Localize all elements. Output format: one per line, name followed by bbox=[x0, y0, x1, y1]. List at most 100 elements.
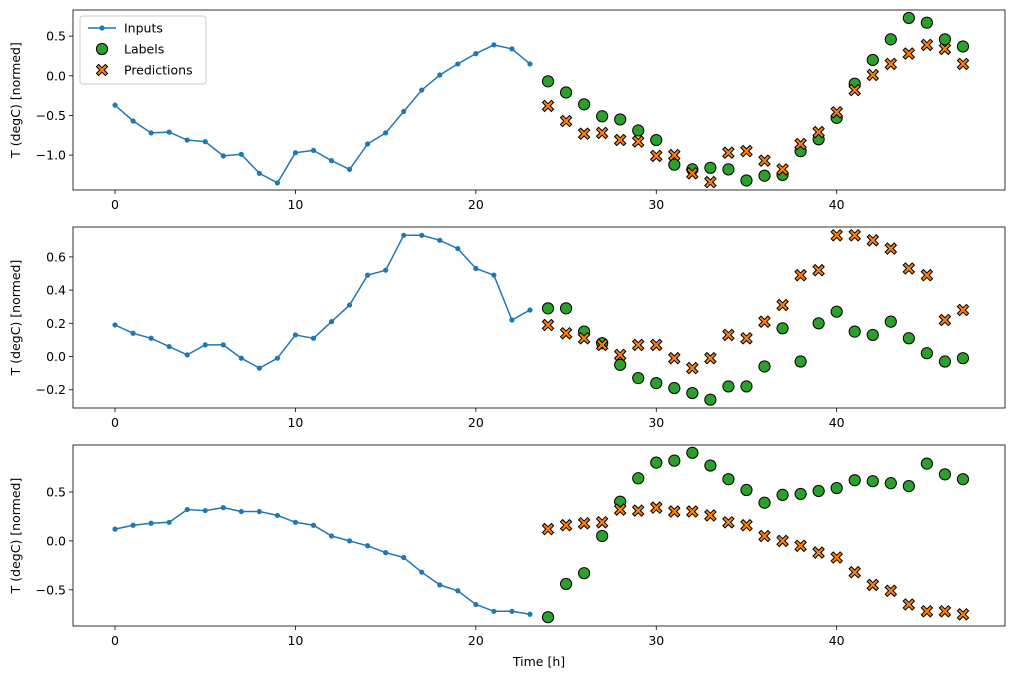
labels-point bbox=[902, 11, 915, 25]
inputs-point bbox=[112, 526, 118, 532]
inputs-point bbox=[292, 332, 299, 338]
predictions-point bbox=[631, 504, 645, 517]
legend-predictions-label: Predictions bbox=[124, 63, 193, 78]
predictions-point bbox=[704, 351, 717, 365]
x-tick-label: 10 bbox=[287, 633, 303, 648]
predictions-point bbox=[613, 348, 627, 362]
inputs-point bbox=[491, 608, 497, 614]
y-tick-label: −0.5 bbox=[36, 582, 66, 597]
inputs-point bbox=[238, 508, 244, 515]
subplot-2: 0 10 20 30 40 0.6 0.4 0.2 0.0 −0.2 T (degC) [norme… bbox=[8, 226, 1006, 430]
inputs-point bbox=[455, 245, 461, 252]
inputs-point bbox=[292, 519, 299, 525]
predictions-point bbox=[595, 338, 609, 352]
y-tick-label: 0.5 bbox=[46, 484, 66, 499]
labels-point bbox=[686, 446, 699, 459]
inputs-point bbox=[401, 554, 407, 561]
x-tick-label: 40 bbox=[829, 197, 845, 212]
predictions-point bbox=[758, 529, 771, 543]
labels-point bbox=[668, 454, 681, 467]
labels-point bbox=[541, 75, 555, 88]
predictions-point bbox=[722, 515, 735, 529]
predictions-point bbox=[920, 604, 934, 618]
inputs-point bbox=[256, 508, 262, 515]
inputs-point bbox=[130, 118, 136, 124]
subplot-3: 0 10 20 30 40 0.5 0.0 −0.5 T (degC) [normed] Time… bbox=[8, 444, 1006, 669]
labels-point bbox=[920, 457, 933, 470]
labels-point bbox=[938, 468, 952, 481]
predictions-point bbox=[830, 228, 844, 242]
predictions-point bbox=[812, 263, 825, 277]
y-tick-label: 0.0 bbox=[46, 533, 66, 548]
y-tick-label: 0.4 bbox=[46, 283, 66, 298]
legend-labels-label: Labels bbox=[124, 42, 164, 57]
inputs-point bbox=[202, 139, 208, 145]
labels-point bbox=[866, 328, 879, 342]
inputs-point bbox=[473, 265, 479, 272]
inputs-point bbox=[238, 355, 244, 361]
labels-point bbox=[559, 577, 573, 591]
inputs-point bbox=[256, 365, 262, 371]
predictions-point bbox=[920, 268, 934, 282]
labels-point bbox=[668, 158, 681, 171]
labels-point bbox=[614, 113, 627, 126]
labels-point bbox=[686, 386, 699, 400]
inputs-point bbox=[130, 522, 136, 528]
predictions-point bbox=[631, 135, 645, 148]
predictions-point bbox=[884, 584, 898, 598]
predictions-point bbox=[794, 539, 807, 553]
labels-point bbox=[596, 110, 609, 123]
labels-point bbox=[902, 479, 915, 493]
predictions-point bbox=[830, 105, 844, 119]
inputs-point bbox=[310, 147, 317, 153]
labels-point bbox=[722, 473, 735, 486]
inputs-point bbox=[328, 158, 335, 164]
predictions-point bbox=[776, 298, 789, 312]
predictions-point bbox=[956, 607, 970, 621]
predictions-point bbox=[559, 326, 573, 340]
legend-inputs-marker bbox=[99, 25, 105, 31]
inputs-point bbox=[220, 342, 226, 348]
predictions-point bbox=[758, 154, 771, 168]
inputs-point bbox=[166, 343, 172, 350]
predictions-point bbox=[685, 166, 699, 180]
axes-frame bbox=[72, 9, 1006, 191]
inputs-point bbox=[437, 72, 443, 78]
y-tick-label: 0.0 bbox=[46, 68, 66, 83]
plot-area bbox=[112, 228, 970, 406]
labels-point bbox=[776, 488, 789, 501]
predictions-point bbox=[541, 522, 555, 536]
labels-point bbox=[758, 496, 771, 509]
inputs-point bbox=[401, 232, 407, 238]
inputs-point bbox=[166, 129, 172, 135]
inputs-point bbox=[383, 267, 389, 273]
labels-point bbox=[740, 174, 753, 187]
predictions-point bbox=[938, 604, 952, 618]
plot-area bbox=[112, 11, 970, 189]
labels-point bbox=[812, 317, 825, 330]
labels-point bbox=[866, 53, 879, 67]
labels-point bbox=[938, 33, 952, 46]
predictions-point bbox=[740, 518, 753, 532]
labels-point bbox=[758, 169, 771, 182]
labels-point bbox=[740, 483, 753, 497]
inputs-point bbox=[419, 232, 425, 238]
labels-point bbox=[722, 380, 735, 393]
predictions-point bbox=[541, 99, 555, 113]
legend-inputs-label: Inputs bbox=[124, 21, 163, 36]
subplot-1: 0 10 20 30 40 0.5 0.0 −0.5 −1.0 T (degC) [normed] bbox=[8, 9, 1006, 212]
labels-point bbox=[740, 380, 753, 393]
predictions-point bbox=[812, 125, 825, 139]
labels-point bbox=[614, 358, 627, 371]
inputs-point bbox=[184, 506, 190, 513]
predictions-point bbox=[848, 83, 862, 97]
inputs-point bbox=[346, 538, 353, 544]
labels-point bbox=[884, 315, 897, 328]
inputs-point bbox=[527, 61, 533, 67]
labels-point bbox=[956, 473, 970, 486]
inputs-point bbox=[509, 317, 515, 323]
inputs-point bbox=[256, 170, 262, 176]
predictions-point bbox=[704, 509, 717, 522]
predictions-point bbox=[577, 516, 591, 530]
labels-point bbox=[920, 347, 933, 360]
